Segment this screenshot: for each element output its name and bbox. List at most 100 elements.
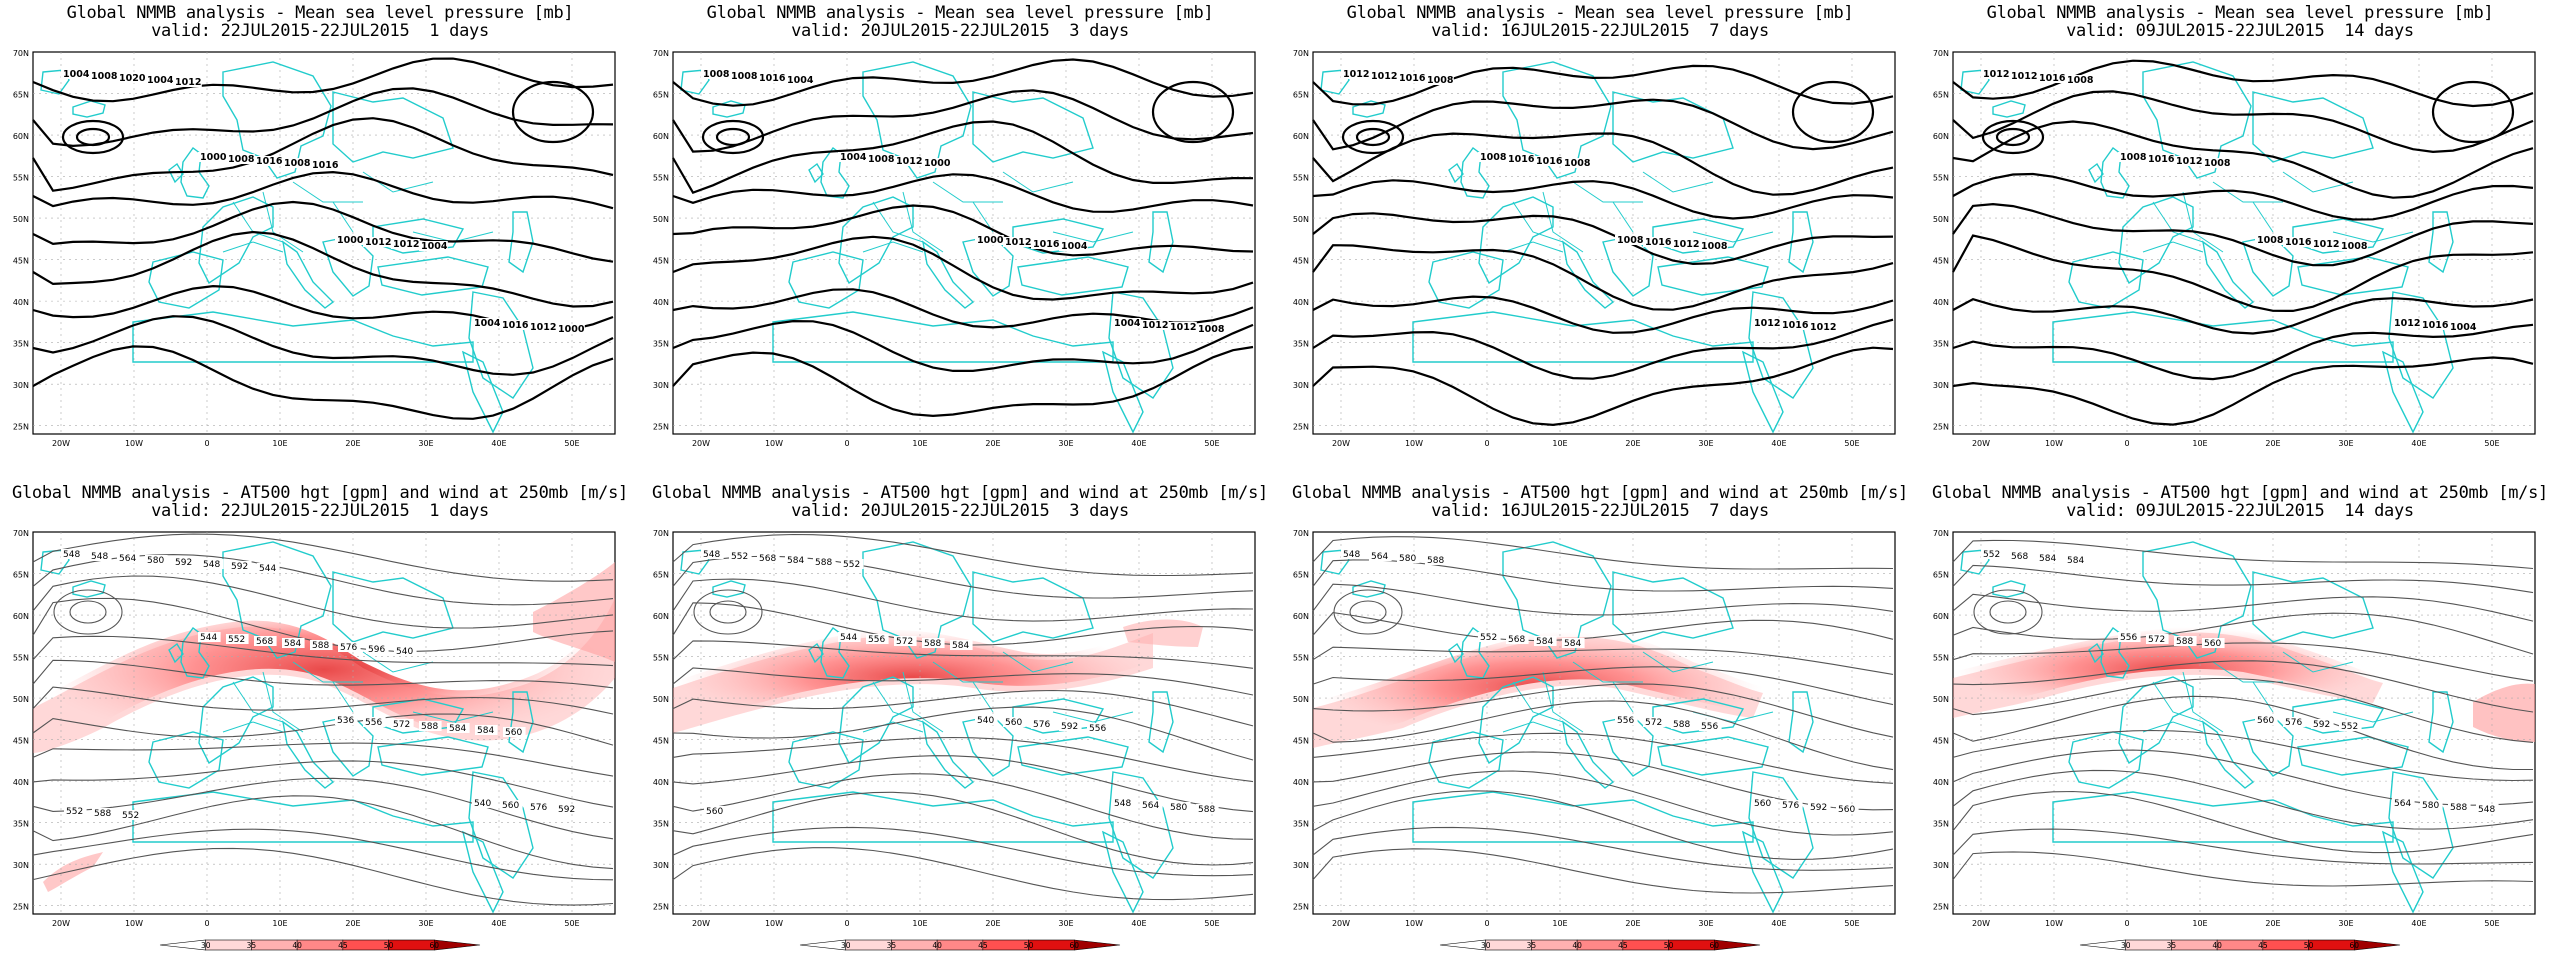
contour-label: 1008 (868, 154, 895, 165)
contour-label-bg (922, 638, 945, 648)
isoline (1312, 346, 1894, 427)
contour-label: 1012 (1142, 320, 1168, 331)
isoline (32, 760, 614, 808)
contour-label: 568 (759, 554, 776, 564)
country-border (862, 721, 924, 733)
coastline (148, 251, 224, 309)
lon-tick-label: 20W (692, 439, 710, 448)
contour-label: 556 (2120, 633, 2137, 643)
lon-tick-label: 50E (564, 439, 579, 448)
lon-tick-label: 40E (2411, 439, 2426, 448)
contour-label: 1008 (1564, 158, 1591, 169)
contour-label-bg (1168, 802, 1191, 812)
contour-label: 1016 (2148, 154, 2175, 165)
contour-label-bg (282, 158, 311, 168)
contour-label-bg (2283, 717, 2306, 727)
lat-tick-label: 45N (653, 257, 669, 266)
contour-label: 556 (1617, 716, 1634, 726)
lon-tick-label: 10E (272, 439, 287, 448)
contour-label: 1012 (1343, 69, 1369, 80)
isoline (1952, 539, 2534, 570)
coastline (2100, 147, 2130, 199)
contour-label-bg (2009, 551, 2032, 561)
lat-tick-label: 25N (653, 903, 669, 912)
isoline (672, 533, 1254, 577)
coastline (332, 91, 454, 163)
isoline (1312, 848, 1894, 894)
contour-label-bg (2202, 638, 2225, 648)
isoline (32, 533, 614, 582)
isoline-closed (2431, 80, 2515, 144)
contour-label: 588 (1198, 805, 1215, 815)
contour-label: 592 (1061, 722, 1078, 732)
coastline (1788, 691, 1814, 754)
isoline (672, 773, 1254, 840)
lat-tick-label: 40N (13, 298, 29, 307)
contour-label: 580 (147, 556, 164, 566)
lon-tick-label: 20W (52, 919, 70, 928)
coastline (2142, 61, 2252, 179)
contour-label: 1016 (502, 320, 529, 331)
contour-label-bg (1780, 320, 1809, 330)
contour-label: 1004 (840, 152, 867, 163)
contour-label-bg (145, 75, 174, 85)
contour-label-bg (838, 152, 867, 162)
isoline (32, 57, 614, 103)
coastline (808, 642, 824, 664)
country-border (232, 681, 284, 723)
contour-label-bg (1643, 237, 1672, 247)
country-border (1052, 711, 1134, 723)
contour-label: 576 (340, 643, 357, 653)
contour-label: 548 (1114, 799, 1131, 809)
contour-label-bg (757, 553, 780, 563)
coastline (820, 627, 850, 679)
contour-label-bg (2065, 555, 2088, 565)
lat-tick-label: 65N (653, 91, 669, 100)
contour-label-bg (282, 638, 305, 648)
contour-label: 1000 (977, 235, 1004, 246)
lat-tick-label: 25N (13, 903, 29, 912)
coastline (332, 571, 454, 643)
contour-label-bg (1341, 69, 1370, 79)
lat-tick-label: 40N (1293, 298, 1309, 307)
isoline (672, 640, 1254, 669)
coastline (180, 627, 210, 679)
isoline (1952, 729, 2534, 782)
jet-stream-shading (1313, 631, 1763, 742)
contour-label-bg (1506, 154, 1535, 164)
coastline (168, 642, 184, 664)
contour-label: 548 (91, 552, 108, 562)
contour-label-bg (117, 553, 140, 563)
coastline (1562, 240, 1615, 309)
contour-label: 1004 (474, 318, 501, 329)
lat-tick-label: 45N (1933, 257, 1949, 266)
contour-label-bg (866, 154, 895, 164)
contour-label: 584 (1536, 637, 1553, 647)
contour-label-bg (1836, 804, 1859, 814)
country-border (362, 651, 434, 673)
contour-label-bg (201, 559, 224, 569)
coastline (461, 830, 504, 914)
contour-label-bg (1369, 71, 1398, 81)
lon-tick-label: 30E (1698, 919, 1713, 928)
lon-tick-label: 10W (2045, 439, 2063, 448)
lat-tick-label: 35N (1933, 340, 1949, 349)
contour-label: 552 (1480, 633, 1497, 643)
contour-label: 584 (1564, 639, 1581, 649)
lat-tick-label: 70N (1933, 49, 1949, 58)
contour-label-bg (1196, 804, 1219, 814)
lat-tick-label: 65N (1933, 91, 1949, 100)
contour-label-bg (89, 551, 112, 561)
lon-tick-label: 20E (985, 919, 1000, 928)
contour-label-bg (556, 804, 579, 814)
contour-label-bg (2255, 715, 2278, 725)
coastline (2052, 791, 2394, 843)
country-border (1052, 231, 1134, 243)
lat-tick-label: 40N (1933, 298, 1949, 307)
isoline (1952, 828, 2534, 865)
coastline (808, 162, 824, 184)
contour-label: 556 (1089, 724, 1106, 734)
coastline (2428, 211, 2454, 274)
lat-tick-label: 70N (653, 49, 669, 58)
contour-label: 568 (1508, 635, 1525, 645)
